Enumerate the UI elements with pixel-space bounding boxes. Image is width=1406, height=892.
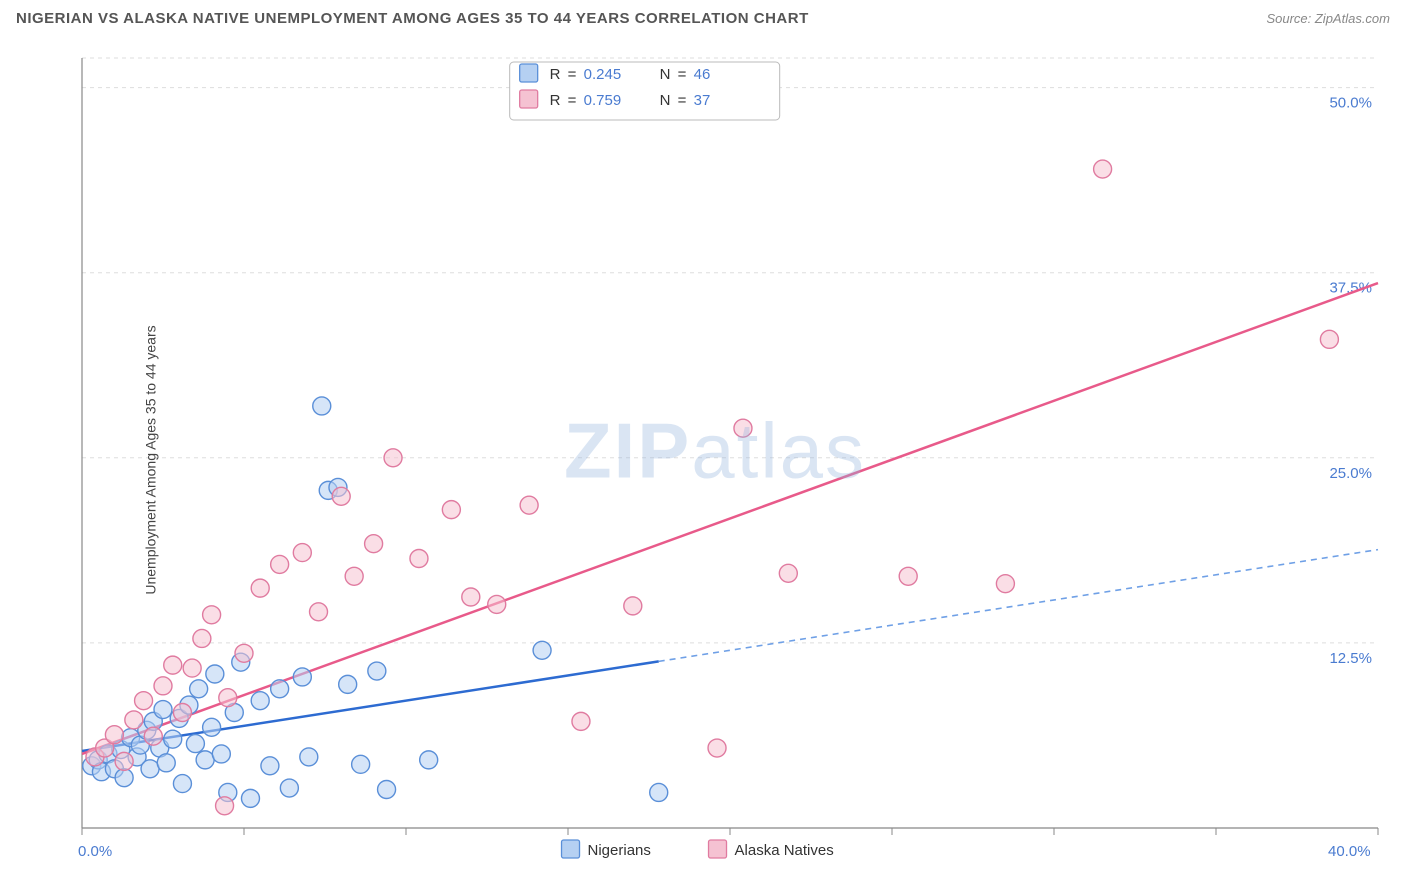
x-max-label: 40.0%: [1328, 843, 1371, 860]
legend-n-label: N: [660, 92, 671, 109]
scatter-point: [190, 680, 208, 698]
scatter-point: [365, 535, 383, 553]
scatter-point: [203, 606, 221, 624]
scatter-point: [650, 783, 668, 801]
source-attribution: Source: ZipAtlas.com: [1266, 11, 1390, 26]
legend-eq: =: [678, 92, 687, 109]
trend-line-dash: [659, 550, 1378, 662]
scatter-point: [378, 781, 396, 799]
scatter-point: [339, 675, 357, 693]
legend-eq: =: [568, 92, 577, 109]
scatter-point: [520, 496, 538, 514]
scatter-point: [293, 544, 311, 562]
scatter-point: [203, 718, 221, 736]
scatter-point: [173, 775, 191, 793]
scatter-point: [235, 644, 253, 662]
scatter-point: [442, 501, 460, 519]
chart-container: Unemployment Among Ages 35 to 44 years Z…: [36, 40, 1394, 880]
scatter-point: [899, 567, 917, 585]
scatter-point: [280, 779, 298, 797]
legend-r-label: R: [550, 92, 561, 109]
scatter-point: [144, 727, 162, 745]
y-tick-label: 12.5%: [1329, 650, 1372, 667]
scatter-point: [212, 745, 230, 763]
scatter-point: [572, 712, 590, 730]
legend-n-label: N: [660, 66, 671, 83]
scatter-point: [196, 751, 214, 769]
scatter-point: [410, 550, 428, 568]
scatter-point: [488, 595, 506, 613]
scatter-point: [115, 752, 133, 770]
bottom-legend-label: Nigerians: [588, 842, 651, 859]
scatter-point: [115, 769, 133, 787]
scatter-point: [533, 641, 551, 659]
legend-swatch: [520, 64, 538, 82]
scatter-point: [164, 730, 182, 748]
scatter-point: [708, 739, 726, 757]
scatter-point: [300, 748, 318, 766]
scatter-point: [313, 397, 331, 415]
scatter-point: [216, 797, 234, 815]
legend-n-value: 46: [694, 66, 711, 83]
scatter-point: [193, 629, 211, 647]
y-tick-label: 25.0%: [1329, 465, 1372, 482]
scatter-point: [251, 692, 269, 710]
scatter-point: [345, 567, 363, 585]
legend-swatch: [520, 90, 538, 108]
legend-r-value: 0.245: [584, 66, 622, 83]
scatter-point: [293, 668, 311, 686]
legend-r-value: 0.759: [584, 92, 622, 109]
legend-eq: =: [568, 66, 577, 83]
chart-title: NIGERIAN VS ALASKA NATIVE UNEMPLOYMENT A…: [16, 10, 809, 27]
bottom-legend-label: Alaska Natives: [735, 842, 834, 859]
scatter-point: [624, 597, 642, 615]
scatter-point: [241, 789, 259, 807]
scatter-point: [271, 680, 289, 698]
y-axis-label: Unemployment Among Ages 35 to 44 years: [143, 325, 159, 594]
scatter-point: [154, 677, 172, 695]
legend-n-value: 37: [694, 92, 711, 109]
scatter-point: [164, 656, 182, 674]
scatter-point: [384, 449, 402, 467]
scatter-point: [186, 735, 204, 753]
scatter-point: [261, 757, 279, 775]
scatter-point: [310, 603, 328, 621]
scatter-point: [332, 487, 350, 505]
scatter-point: [135, 692, 153, 710]
scatter-point: [1094, 160, 1112, 178]
y-tick-label: 50.0%: [1329, 95, 1372, 112]
scatter-point: [173, 704, 191, 722]
legend-r-label: R: [550, 66, 561, 83]
scatter-point: [1320, 330, 1338, 348]
scatter-point: [352, 755, 370, 773]
scatter-point: [271, 555, 289, 573]
bottom-legend-swatch: [709, 840, 727, 858]
scatter-point: [251, 579, 269, 597]
scatter-point: [462, 588, 480, 606]
scatter-point: [157, 754, 175, 772]
scatter-point: [368, 662, 386, 680]
scatter-chart: 12.5%25.0%37.5%50.0%0.0%40.0%R=0.245N=46…: [36, 40, 1394, 880]
scatter-point: [141, 760, 159, 778]
scatter-point: [996, 575, 1014, 593]
x-origin-label: 0.0%: [78, 843, 112, 860]
scatter-point: [125, 711, 143, 729]
scatter-point: [420, 751, 438, 769]
legend-eq: =: [678, 66, 687, 83]
scatter-point: [154, 701, 172, 719]
scatter-point: [219, 689, 237, 707]
bottom-legend-swatch: [562, 840, 580, 858]
scatter-point: [779, 564, 797, 582]
chart-header: NIGERIAN VS ALASKA NATIVE UNEMPLOYMENT A…: [0, 0, 1406, 31]
source-prefix: Source:: [1266, 11, 1314, 26]
scatter-point: [734, 419, 752, 437]
scatter-point: [206, 665, 224, 683]
scatter-point: [183, 659, 201, 677]
source-name: ZipAtlas.com: [1315, 11, 1390, 26]
scatter-point: [105, 726, 123, 744]
